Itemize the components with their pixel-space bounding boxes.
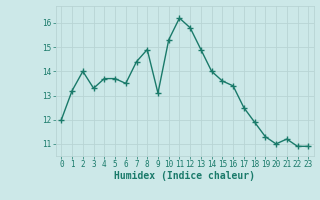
X-axis label: Humidex (Indice chaleur): Humidex (Indice chaleur): [114, 171, 255, 181]
